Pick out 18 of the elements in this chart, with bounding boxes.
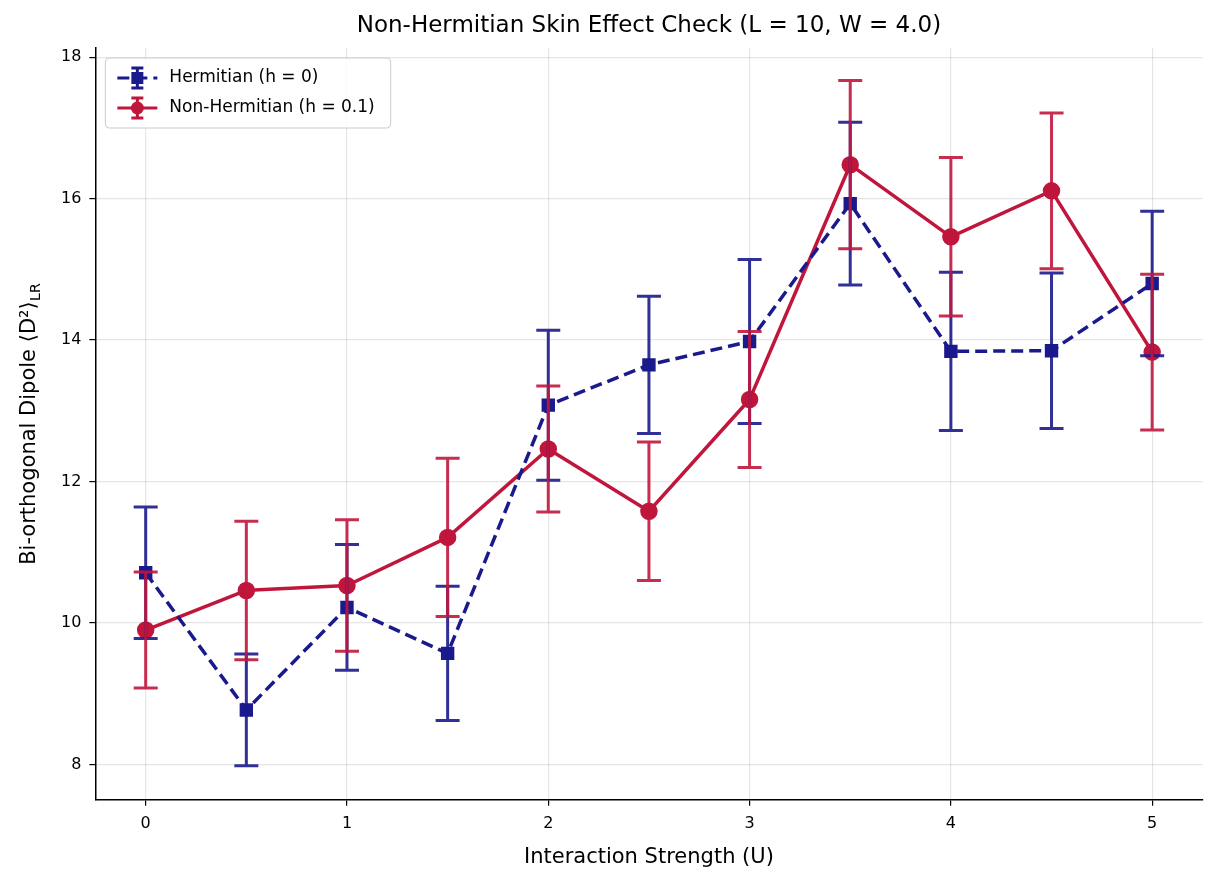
y-tick-label: 14 bbox=[61, 329, 82, 349]
x-axis-title: Interaction Strength (U) bbox=[523, 844, 774, 869]
x-tick-label: 5 bbox=[1147, 812, 1158, 832]
legend-label: Hermitian (h = 0) bbox=[169, 66, 319, 87]
x-tick-label: 4 bbox=[945, 812, 956, 832]
y-tick-label: 16 bbox=[61, 187, 82, 207]
y-tick-label: 8 bbox=[71, 753, 82, 773]
x-tick-label: 0 bbox=[140, 812, 151, 832]
x-tick-label: 1 bbox=[341, 812, 353, 832]
y-axis-title: Bi-orthogonal Dipole ⟨D²⟩LR bbox=[16, 282, 44, 565]
y-tick-label: 18 bbox=[61, 46, 82, 66]
y-tick-label: 12 bbox=[61, 470, 82, 490]
y-tick-label: 10 bbox=[61, 612, 82, 632]
x-tick-label: 2 bbox=[543, 812, 554, 832]
point bbox=[642, 358, 656, 372]
chart-title: Non-Hermitian Skin Effect Check (L = 10, W = 4.0) bbox=[356, 10, 942, 37]
x-tick-label: 3 bbox=[744, 812, 755, 832]
legend-label: Non-Hermitian (h = 0.1) bbox=[169, 96, 375, 117]
